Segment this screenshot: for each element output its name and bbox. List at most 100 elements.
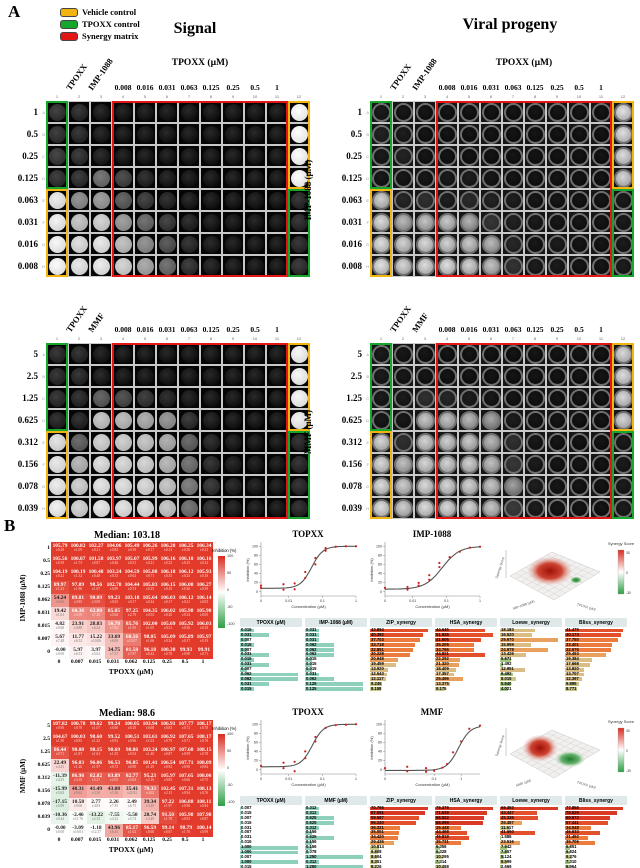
well: [288, 343, 310, 365]
synergy-table-row: 8.604: [370, 854, 432, 860]
well-circle: [180, 499, 198, 517]
heatmap-cell: 96.06 ±1.97: [87, 759, 105, 772]
well: [266, 453, 288, 475]
synergy-bar: [565, 830, 600, 835]
well-circle: [591, 146, 611, 166]
plate-row-label: 0.25: [22, 151, 38, 161]
svg-text:0: 0: [260, 599, 262, 603]
heatmap-cell-error: ±0.71: [181, 739, 191, 744]
synergy-table-row: 39.706: [565, 839, 627, 845]
well-circle: [114, 191, 132, 209]
heatmap-cell: 100.87 ±1.73: [69, 555, 87, 568]
synergy-value: 8.771: [566, 685, 577, 691]
heatmap-cell-error: ±0.05: [199, 613, 209, 618]
well-circle: [415, 234, 435, 254]
synergy-bar: [565, 821, 608, 826]
heatmap-cell-error: ±1.29: [145, 765, 155, 770]
synergy-table: TPOXX (µM) 0.007 0.015 0.007 0.015 0.031 0.007…: [240, 796, 627, 868]
synergy-table-row: 6.851: [565, 844, 627, 850]
well-circle: [158, 433, 176, 451]
well-circle: [525, 366, 545, 386]
well-circle: [459, 454, 479, 474]
well: [524, 475, 546, 497]
synergy-table-row: 35.731: [435, 839, 497, 845]
well-circle: [613, 146, 633, 166]
well-circle: [371, 190, 391, 210]
well: [568, 365, 590, 387]
well-circle: [459, 410, 479, 430]
well: [222, 145, 244, 167]
heatmap-cell-error: ±0.55: [145, 613, 155, 618]
svg-text:20: 20: [254, 581, 258, 585]
synergy-table-row: 8.158: [370, 686, 432, 692]
plate-conc-label: 0.008: [438, 83, 456, 92]
heatmap-row-label: 2.5: [43, 736, 50, 742]
heatmap-cell: 43.96 ±6.45: [105, 824, 123, 837]
heatmap-cell-error: ±0.54: [127, 752, 137, 757]
heatmap-cell: 98.79 ±1.76: [177, 824, 195, 837]
well: [222, 431, 244, 453]
plate-row-label: 0.063: [17, 195, 38, 205]
heatmap-cell-value: -0.00: [54, 646, 66, 653]
well-circle: [525, 388, 545, 408]
heatmap-cell: 104.19 ±0.22: [51, 568, 69, 581]
well-circle: [70, 367, 88, 385]
heatmap-cell: 98.15 ±1.61: [87, 746, 105, 759]
well: [90, 497, 112, 519]
synergy-value: 8.226: [371, 863, 382, 868]
plate-row-letter: D: [42, 418, 45, 423]
synergy-table-row: 0.031: [240, 661, 302, 667]
well: [480, 365, 502, 387]
heatmap-cell-value: 56.70: [107, 620, 121, 627]
plate-conc-label: 1: [599, 83, 603, 92]
svg-text:Concentration (µM): Concentration (µM): [291, 782, 326, 787]
well-circle: [569, 366, 589, 386]
plate-header: TPOXX MMF 0.008 0.016 0.031 0.063 0.125 0.25 0.5…: [6, 284, 312, 336]
well-circle: [371, 256, 391, 276]
heatmap-cell: 106.27 ±0.39: [195, 581, 213, 594]
svg-text:Concentration (µM): Concentration (µM): [415, 604, 450, 609]
plate-row-letter: G: [41, 242, 45, 247]
well: [546, 167, 568, 189]
synergy-bar: [565, 643, 612, 648]
heatmap-cell: 106.12 ±0.21: [177, 594, 195, 607]
well-circle: [525, 454, 545, 474]
heatmap-cell-error: ±0.94: [181, 791, 191, 796]
heatmap-x-label: 0.25: [162, 659, 172, 665]
synergy-value: 0.156: [306, 844, 317, 850]
synergy-value: 56.240: [371, 819, 384, 825]
synergy-bar: [500, 652, 526, 657]
well-circle: [268, 235, 286, 253]
well-circle: [246, 191, 264, 209]
well: [568, 211, 590, 233]
plate-conc-label: 1: [275, 83, 279, 92]
well: [68, 189, 90, 211]
synergy-bar: [305, 662, 312, 667]
well-circle: [393, 124, 413, 144]
well: [546, 123, 568, 145]
synergy-value: 36.321: [371, 824, 384, 830]
well: [590, 409, 612, 431]
col-number: 3: [99, 336, 103, 341]
heatmap-x-label: 0: [57, 659, 61, 665]
dose-response-tpoxx: TPOXX 0 20 40 60 80 100 0 0.01 0.1 1 Concentration …: [244, 706, 362, 803]
well: [200, 167, 222, 189]
well: [266, 431, 288, 453]
col-number: 9: [555, 94, 559, 99]
synergy-bar: [565, 667, 585, 672]
heatmap-cell: 107.65 ±0.66: [177, 772, 195, 785]
well-circle: [158, 235, 176, 253]
well: [568, 189, 590, 211]
heatmap-cell-value: 106.25: [178, 542, 194, 549]
well-circle: [569, 410, 589, 430]
heatmap-cell: 106.92 ±0.79: [159, 733, 177, 746]
well: [568, 343, 590, 365]
synergy-value: 6.851: [566, 844, 577, 850]
well-circle: [459, 256, 479, 276]
synergy-table-row: 0.625: [305, 820, 367, 826]
heatmap-cell: -2.46 ±11.76: [69, 811, 87, 824]
synergy-table-row: 0.015: [240, 820, 302, 826]
synergy-table-row: 0.007: [240, 636, 302, 643]
synergy-value: 0.015: [241, 809, 252, 815]
synergy-value: 0.007: [241, 636, 252, 642]
